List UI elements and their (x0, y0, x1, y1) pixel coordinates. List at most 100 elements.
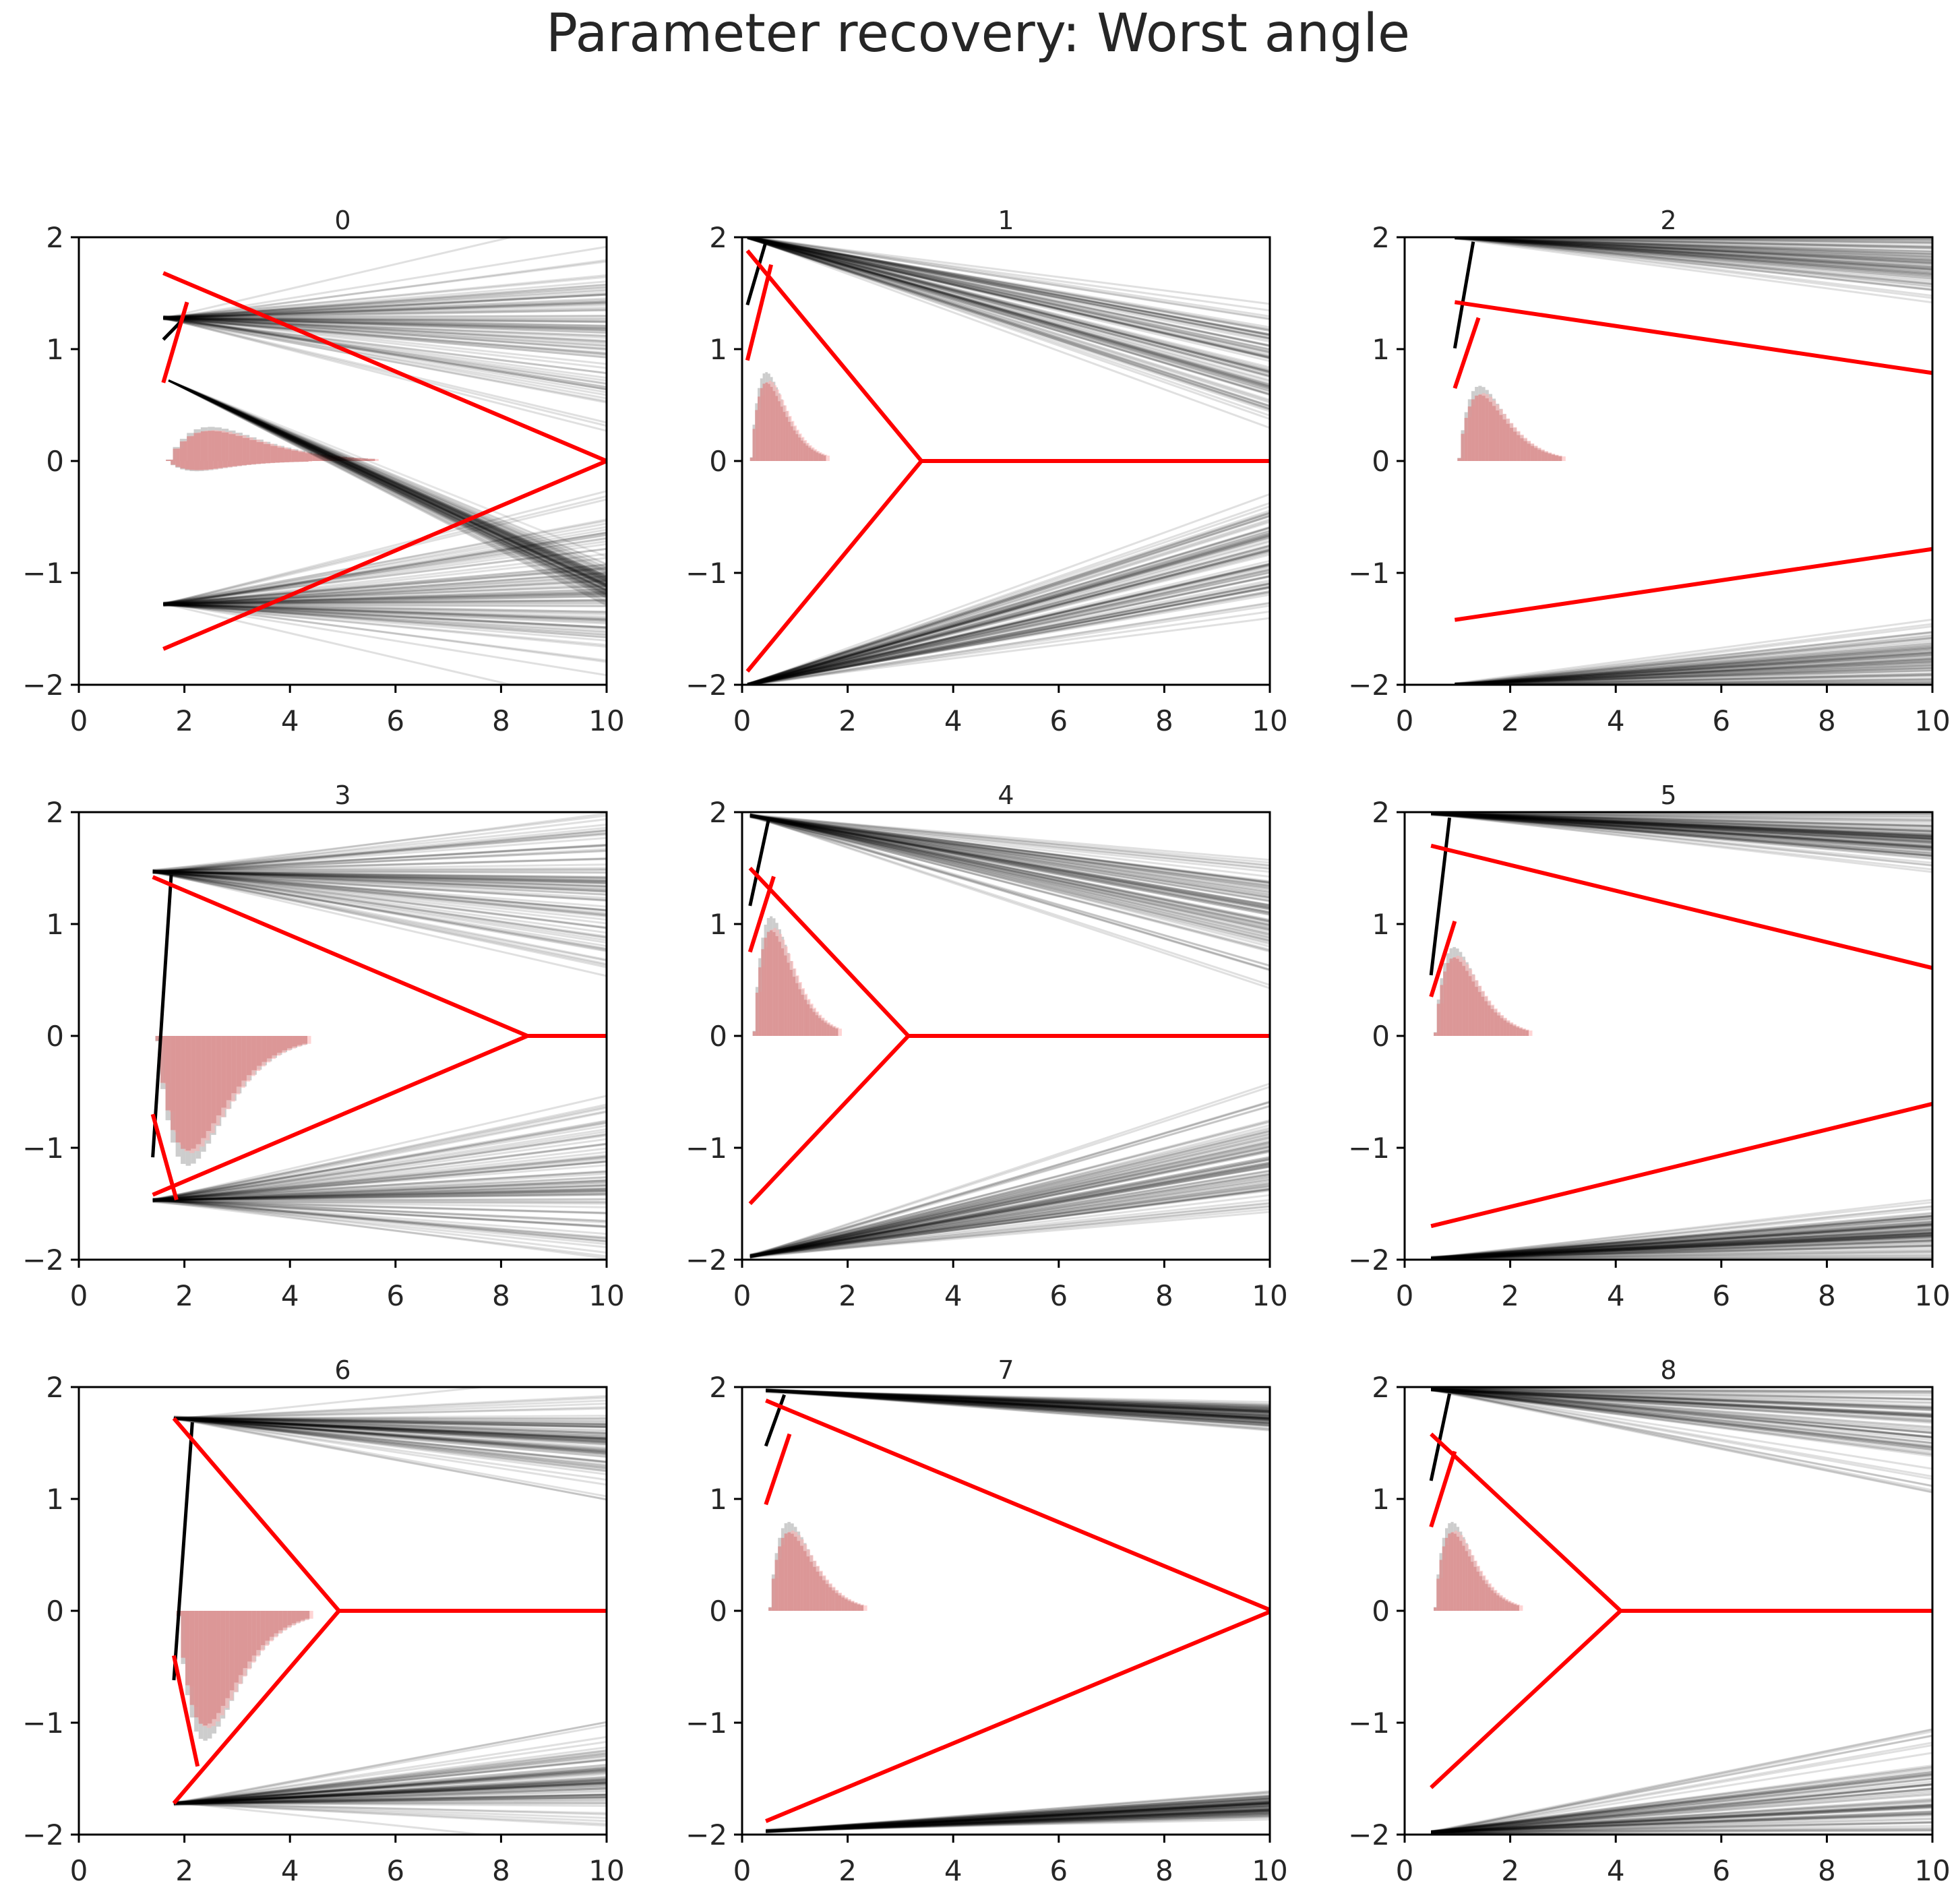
y-tick-label: 1 (709, 333, 727, 366)
posterior-drift-line (168, 379, 607, 590)
posterior-drift-line (168, 379, 607, 583)
posterior-boundary-upper (152, 870, 607, 969)
posterior-boundary-upper (152, 844, 607, 873)
posterior-boundary-lower (750, 1165, 1270, 1258)
histogram-bar-sim (1496, 1595, 1500, 1611)
posterior-boundary-upper (173, 1417, 607, 1486)
posterior-boundary-upper (766, 1391, 1270, 1421)
posterior-boundary-lower (173, 1775, 607, 1806)
posterior-boundary-lower (1455, 636, 1932, 685)
posterior-boundary-lower (1431, 1783, 1932, 1835)
posterior-boundary-upper (750, 815, 1270, 909)
posterior-boundary-lower (1431, 1231, 1932, 1259)
posterior-boundary-lower (766, 1807, 1270, 1833)
posterior-boundary-lower (173, 1765, 607, 1805)
posterior-boundary-upper (173, 1418, 607, 1452)
true-drift (747, 876, 776, 953)
posterior-boundary-upper (152, 869, 607, 892)
y-tick-label: −2 (22, 1818, 64, 1851)
posterior-boundary-lower (766, 1795, 1270, 1831)
posterior-boundary-upper (1431, 1388, 1932, 1428)
x-tick-label: 2 (1501, 1279, 1519, 1312)
posterior-boundary-lower (1430, 1773, 1932, 1833)
posterior-boundary-lower (163, 604, 607, 613)
posterior-drift-line (168, 379, 607, 586)
histogram-bar-sim (216, 1036, 222, 1115)
posterior-boundary-upper (1431, 812, 1932, 836)
histogram-bar-sim (774, 1560, 778, 1611)
posterior-boundary-upper (750, 814, 1270, 910)
histogram-bar-sim (863, 1605, 867, 1611)
posterior-boundary-upper (1455, 237, 1932, 255)
true-drift (764, 1433, 792, 1506)
true-drift (150, 1113, 179, 1200)
posterior-boundary-upper (152, 870, 607, 883)
posterior-boundary-lower (747, 526, 1270, 685)
posterior-boundary-upper (750, 816, 1270, 893)
posterior-boundary-upper (173, 1406, 607, 1421)
posterior-boundary-lower (1455, 666, 1932, 685)
posterior-boundary-lower (162, 490, 607, 606)
posterior-boundary-lower (173, 1721, 607, 1805)
posterior-boundary-upper (173, 1416, 607, 1444)
posterior-boundary-upper (766, 1390, 1270, 1422)
histogram-bar-sim (1467, 1556, 1471, 1611)
posterior-boundary-upper (163, 316, 607, 327)
posterior-boundary-upper (1455, 237, 1932, 273)
posterior-boundary-lower (766, 1802, 1270, 1833)
posterior-boundary-upper (163, 288, 607, 319)
posterior-boundary-upper (152, 869, 607, 917)
posterior-drift-line (168, 379, 607, 586)
posterior-boundary-lower (152, 1143, 607, 1202)
posterior-boundary-upper (1431, 812, 1932, 828)
posterior-boundary-lower (1431, 1226, 1932, 1260)
posterior-boundary-upper (162, 237, 516, 319)
posterior-boundary-upper (747, 237, 1270, 305)
histogram-bar-sim (212, 1611, 217, 1719)
posterior-boundary-lower (1431, 1801, 1932, 1835)
histogram-bar-sim (752, 429, 756, 461)
posterior-boundary-upper (1455, 237, 1932, 274)
posterior-boundary-upper (152, 870, 607, 879)
posterior-boundary-upper (163, 317, 607, 330)
posterior-boundary-upper (1431, 812, 1932, 832)
posterior-boundary-lower (173, 1796, 607, 1805)
posterior-boundary-upper (173, 1415, 607, 1449)
posterior-boundary-lower (747, 526, 1270, 685)
posterior-boundary-lower (163, 537, 607, 606)
posterior-boundary-lower (1431, 1215, 1932, 1259)
histogram-bar-sim (1500, 1018, 1504, 1036)
posterior-boundary-upper (1455, 237, 1932, 250)
posterior-boundary-lower (1431, 1804, 1932, 1833)
posterior-boundary-lower (152, 1198, 607, 1246)
histogram-bar-sim (1503, 1020, 1507, 1036)
posterior-boundary-lower (173, 1773, 607, 1806)
posterior-boundary-upper (766, 1388, 1270, 1422)
x-tick-label: 8 (492, 1279, 510, 1312)
posterior-boundary-upper (1431, 812, 1932, 860)
histogram-bar-sim (207, 1611, 212, 1724)
posterior-boundary-lower (152, 1171, 607, 1201)
histogram-bar-sim (808, 448, 811, 461)
posterior-boundary-upper (152, 850, 607, 873)
posterior-boundary-upper (766, 1390, 1270, 1417)
posterior-boundary-lower (1455, 654, 1932, 685)
x-tick-label: 2 (1501, 704, 1519, 737)
posterior-boundary-upper (1455, 237, 1932, 272)
posterior-boundary-lower (747, 534, 1270, 685)
posterior-boundary-lower (163, 577, 607, 607)
histogram-bar-sim (1476, 1571, 1479, 1611)
posterior-boundary-lower (1431, 1233, 1932, 1260)
posterior-boundary-upper (1431, 813, 1932, 840)
histogram-bar-sim (1456, 1537, 1460, 1611)
posterior-boundary-upper (173, 1417, 607, 1438)
posterior-boundary-upper (1431, 1387, 1932, 1400)
posterior-boundary-lower (1430, 1198, 1932, 1260)
histogram-bar-sim (181, 1036, 186, 1149)
posterior-boundary-lower (152, 1194, 607, 1202)
posterior-boundary-lower (747, 563, 1270, 685)
posterior-boundary-lower (152, 1200, 607, 1239)
posterior-boundary-upper (1431, 1388, 1932, 1429)
histogram-bar-sim (755, 992, 759, 1036)
posterior-boundary-lower (750, 1163, 1270, 1257)
